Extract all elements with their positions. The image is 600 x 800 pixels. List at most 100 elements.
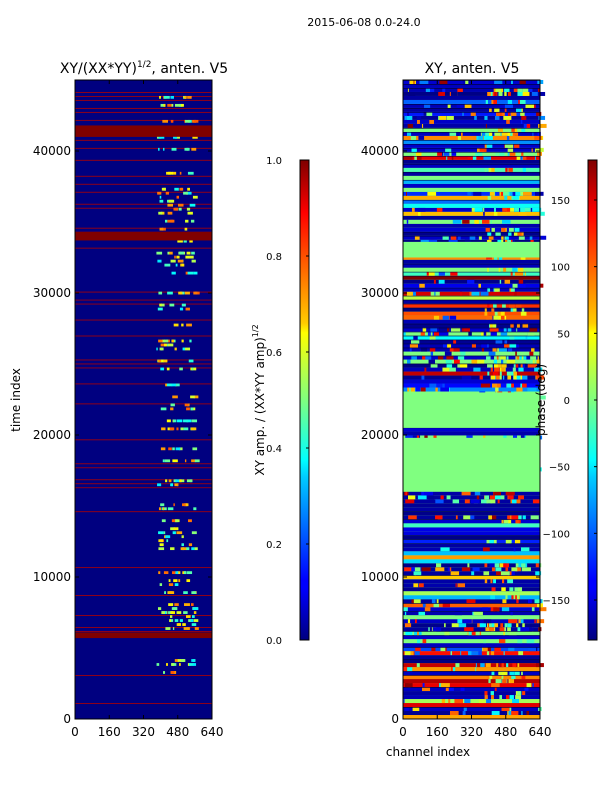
heatmap-row — [403, 275, 540, 280]
heatmap-cell — [509, 679, 515, 684]
heatmap-cell — [521, 207, 531, 212]
heatmap-cell — [487, 195, 492, 200]
heatmap-cell — [166, 383, 173, 387]
heatmap-cell — [185, 307, 190, 311]
heatmap-row-streak — [75, 383, 212, 385]
heatmap-cell — [483, 211, 485, 216]
heatmap-row — [403, 123, 540, 128]
heatmap-block — [75, 231, 212, 241]
heatmap-cell — [452, 667, 456, 672]
heatmap-cell — [405, 707, 409, 712]
heatmap-cell — [426, 271, 435, 276]
heatmap-cell — [181, 339, 184, 343]
heatmap-row-separator — [403, 271, 540, 273]
heatmap-cell — [184, 95, 187, 99]
heatmap-cell — [418, 135, 425, 140]
heatmap-cell — [435, 515, 443, 520]
heatmap-cell — [489, 563, 497, 568]
heatmap-cell — [524, 87, 533, 92]
heatmap-row — [403, 151, 540, 156]
heatmap-cell — [534, 599, 543, 604]
heatmap-cell — [534, 135, 542, 140]
heatmap-cell — [404, 651, 411, 656]
heatmap-cell — [539, 395, 546, 400]
heatmap-cell — [466, 599, 476, 604]
heatmap-cell — [512, 283, 518, 288]
heatmap-cell — [501, 367, 505, 372]
heatmap-cell — [519, 99, 526, 104]
heatmap-cell — [504, 143, 511, 148]
heatmap-cell — [178, 203, 184, 207]
heatmap-cell — [491, 711, 500, 716]
heatmap-row — [403, 583, 540, 588]
heatmap-cell — [483, 619, 492, 624]
heatmap-row — [403, 587, 540, 592]
y-tick-label: 10000 — [33, 570, 71, 584]
heatmap-row — [403, 215, 540, 220]
heatmap-cell — [515, 695, 522, 700]
heatmap-row — [403, 623, 540, 628]
heatmap-cell — [422, 683, 425, 688]
heatmap-cell — [494, 115, 500, 120]
heatmap-cell — [494, 207, 496, 212]
heatmap-cell — [494, 687, 497, 692]
heatmap-cell — [531, 147, 533, 152]
heatmap-row-separator — [403, 199, 540, 201]
heatmap-cell — [538, 123, 547, 128]
heatmap-cell — [417, 687, 421, 692]
heatmap-cell — [414, 235, 420, 240]
heatmap-row-separator — [403, 335, 540, 337]
heatmap-cell — [184, 227, 188, 231]
heatmap-cell — [193, 507, 197, 511]
heatmap-cell — [441, 699, 446, 704]
heatmap-cell — [162, 119, 169, 123]
heatmap-cell — [175, 571, 179, 575]
heatmap-cell — [539, 283, 544, 288]
heatmap-cell — [493, 491, 501, 496]
heatmap-row-streak — [75, 631, 212, 632]
heatmap-cell — [505, 539, 511, 544]
heatmap-cell — [532, 683, 534, 688]
heatmap-cell — [510, 323, 514, 328]
heatmap-cell — [440, 495, 444, 500]
heatmap-row-streak — [75, 615, 212, 616]
heatmap-cell — [167, 203, 173, 207]
heatmap-cell — [431, 599, 436, 604]
heatmap-row-separator — [403, 707, 540, 708]
heatmap-row-streak — [75, 175, 212, 177]
colorbar-tick-label: 150 — [551, 196, 570, 207]
heatmap-cell — [429, 335, 436, 340]
heatmap-cell — [502, 207, 507, 212]
heatmap-cell — [166, 539, 169, 543]
heatmap-cell — [528, 647, 537, 652]
heatmap-row — [403, 639, 540, 644]
heatmap-cell — [483, 155, 492, 160]
heatmap-cell — [437, 355, 444, 360]
heatmap-cell — [481, 343, 488, 348]
heatmap-row — [403, 355, 540, 360]
heatmap-cell — [513, 231, 518, 236]
heatmap-cell — [521, 563, 526, 568]
heatmap-cell — [449, 131, 457, 136]
heatmap-row-streak — [75, 367, 212, 369]
heatmap-cell — [161, 187, 166, 191]
heatmap-cell — [501, 587, 506, 592]
heatmap-cell — [186, 207, 191, 211]
heatmap-cell — [180, 659, 186, 662]
heatmap-cell — [497, 499, 500, 504]
heatmap-cell — [442, 87, 446, 92]
heatmap-cell — [520, 119, 523, 124]
heatmap-cell — [481, 499, 488, 504]
heatmap-cell — [161, 507, 167, 511]
heatmap-cell — [520, 91, 530, 96]
heatmap-cell — [504, 91, 507, 96]
heatmap-cell — [191, 623, 197, 626]
heatmap-cell — [468, 651, 472, 656]
right-colorbar-ticks: 150 100 50 0 −50 −100 −150 — [543, 196, 597, 607]
heatmap-cell — [427, 191, 437, 196]
heatmap-row-separator — [403, 151, 540, 153]
heatmap-cell — [179, 251, 185, 255]
heatmap-cell — [486, 651, 490, 656]
heatmap-row — [403, 175, 540, 180]
heatmap-cell — [183, 419, 189, 423]
